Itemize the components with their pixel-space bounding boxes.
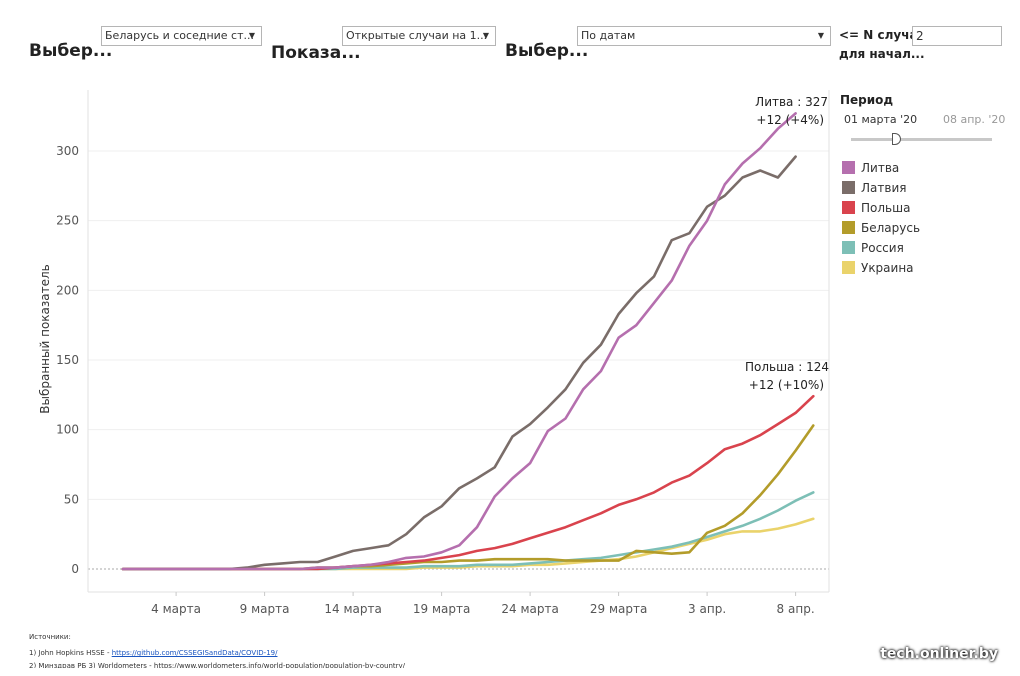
legend-item-belarus[interactable]: Беларусь	[842, 220, 920, 236]
x-tick-label: 4 марта	[151, 602, 201, 616]
metric-dropdown[interactable]: Открытые случаи на 1... ▼	[342, 26, 496, 46]
metric-dropdown-value: Открытые случаи на 1...	[346, 29, 488, 42]
period-slider-track[interactable]	[851, 138, 992, 141]
source-1-link[interactable]: https://github.com/CSSEGISandData/COVID-…	[111, 649, 278, 657]
n-cases-label-2: для начал...	[839, 47, 925, 61]
region-dropdown-value: Беларусь и соседние ст...	[105, 29, 254, 42]
period-start: 01 марта '20	[844, 113, 918, 126]
chevron-down-icon: ▼	[817, 31, 824, 40]
region-dropdown[interactable]: Беларусь и соседние ст... ▼	[101, 26, 262, 46]
select-axis-title: Выбер...	[505, 41, 589, 61]
legend-label: Польша	[861, 201, 911, 215]
sources-line-2: 2) Минздрав РБ 3) Worldometers - https:/…	[29, 662, 406, 668]
x-tick-label: 9 марта	[240, 602, 290, 616]
show-metric-title: Показа...	[271, 43, 361, 63]
legend-label: Латвия	[861, 181, 907, 195]
sources-line-1: 1) John Hopkins HSSE - https://github.co…	[29, 649, 277, 657]
legend-item-latvia[interactable]: Латвия	[842, 180, 906, 196]
series-line-0[interactable]	[121, 155, 797, 571]
legend-item-poland[interactable]: Польша	[842, 200, 910, 216]
y-tick-label: 200	[56, 283, 79, 297]
n-cases-label: <= N случа...	[839, 28, 932, 42]
sources-title: Источники:	[29, 633, 71, 641]
chart-series	[121, 112, 815, 571]
watermark: tech.onliner.by	[880, 646, 998, 662]
annotation-lithuania-change: +12 (+4%)	[756, 113, 824, 127]
x-tick-label: 29 марта	[590, 602, 647, 616]
annotation-lithuania-value: Литва : 327	[755, 95, 828, 109]
y-tick-label: 300	[56, 144, 79, 158]
source-1-label: 1) John Hopkins HSSE -	[29, 649, 112, 657]
period-end: 08 апр. '20	[943, 113, 1006, 126]
x-tick-label: 19 марта	[413, 602, 470, 616]
legend-label: Россия	[861, 241, 904, 255]
y-tick-label: 250	[56, 214, 79, 228]
x-tick-label: 24 марта	[501, 602, 558, 616]
select-region-title: Выбер...	[29, 41, 113, 61]
legend-item-ukraine[interactable]: Украина	[842, 260, 914, 276]
y-axis-label: Выбранный показатель	[38, 264, 52, 414]
series-line-3[interactable]	[121, 424, 815, 571]
y-tick-label: 0	[71, 562, 79, 576]
legend-label: Беларусь	[861, 221, 921, 235]
x-tick-label: 14 марта	[324, 602, 381, 616]
legend-swatch	[842, 221, 855, 234]
legend-label: Украина	[861, 261, 914, 275]
chart-grid	[88, 150, 829, 570]
period-title: Период	[840, 93, 894, 107]
legend-swatch	[842, 241, 855, 254]
legend-swatch	[842, 261, 855, 274]
y-tick-label: 150	[56, 353, 79, 367]
period-slider-handle[interactable]	[892, 133, 902, 145]
chevron-down-icon: ▼	[248, 31, 255, 40]
legend-swatch	[842, 161, 855, 174]
chevron-down-icon: ▼	[482, 31, 489, 40]
axis-dropdown-value: По датам	[581, 29, 636, 42]
legend-swatch	[842, 201, 855, 214]
x-tick-label: 3 апр.	[688, 602, 726, 616]
annotation-poland-value: Польша : 124	[745, 360, 829, 374]
legend-swatch	[842, 181, 855, 194]
n-cases-input[interactable]: 2	[912, 26, 1002, 46]
chart-axes: 0 50 100 150 200 250 300 4 марта 9 марта 14 марта…	[56, 90, 830, 616]
annotation-poland-change: +12 (+10%)	[749, 378, 824, 392]
legend-item-russia[interactable]: Россия	[842, 240, 904, 256]
legend-label: Литва	[861, 161, 900, 175]
axis-dropdown[interactable]: По датам ▼	[577, 26, 831, 46]
series-line-1[interactable]	[121, 112, 797, 571]
y-tick-label: 50	[64, 492, 79, 506]
legend-item-lithuania[interactable]: Литва	[842, 160, 899, 176]
x-tick-label: 8 апр.	[777, 602, 815, 616]
y-tick-label: 100	[56, 423, 79, 437]
